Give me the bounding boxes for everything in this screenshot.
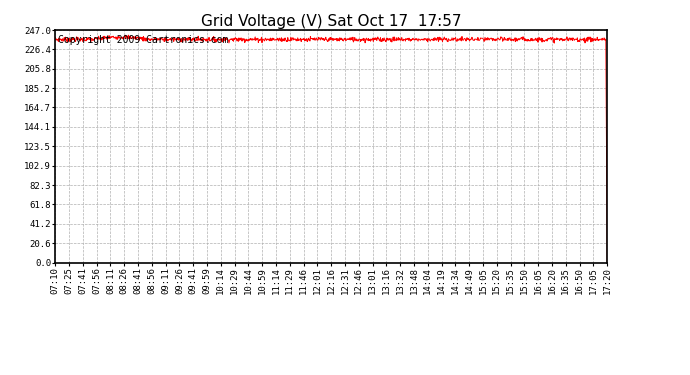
Text: Copyright 2009 Cartronics.com: Copyright 2009 Cartronics.com [58, 34, 228, 45]
Title: Grid Voltage (V) Sat Oct 17  17:57: Grid Voltage (V) Sat Oct 17 17:57 [201, 14, 462, 29]
